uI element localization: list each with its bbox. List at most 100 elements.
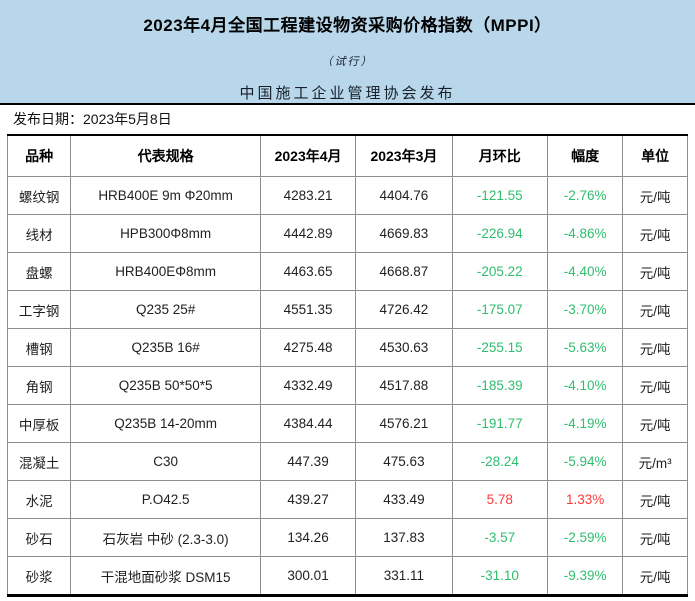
col-unit: 单位: [622, 134, 688, 177]
cell-unit: 元/吨: [622, 366, 688, 405]
cell-change-pct: -4.19%: [546, 404, 624, 443]
cell-mom-change: -28.24: [451, 442, 548, 481]
page-title: 2023年4月全国工程建设物资采购价格指数（MPPI）: [143, 16, 552, 35]
cell-mar-value: 475.63: [355, 442, 453, 481]
cell-mar-value: 433.49: [355, 480, 453, 519]
table-row: 线材 HPB300Φ8mm 4442.89 4669.83 -226.94 -4.86% 元…: [6, 214, 688, 253]
table-row: 角钢 Q235B 50*50*5 4332.49 4517.88 -185.39 -4.1…: [6, 366, 688, 405]
table-row: 砂浆 干混地面砂浆 DSM15 300.01 331.11 -31.10 -9.39% 元/…: [6, 556, 688, 596]
cell-variety: 线材: [6, 214, 72, 253]
cell-mar-value: 4576.21: [355, 404, 453, 443]
cell-change-pct: -3.70%: [546, 290, 624, 329]
cell-variety: 中厚板: [6, 404, 72, 443]
cell-unit: 元/吨: [622, 214, 688, 253]
col-apr-2023: 2023年4月: [259, 134, 357, 177]
cell-mom-change: 5.78: [451, 480, 548, 519]
cell-mom-change: -3.57: [451, 518, 548, 557]
cell-variety: 角钢: [6, 366, 72, 405]
cell-spec: Q235B 14-20mm: [70, 404, 261, 443]
cell-variety: 砂浆: [6, 556, 72, 596]
cell-variety: 水泥: [6, 480, 72, 519]
cell-variety: 砂石: [6, 518, 72, 557]
cell-spec: Q235B 50*50*5: [70, 366, 261, 405]
cell-change-pct: -4.40%: [546, 252, 624, 291]
cell-apr-value: 134.26: [259, 518, 357, 557]
price-index-table: 品种 代表规格 2023年4月 2023年3月 月环比 幅度 单位 螺纹钢 HRB400E 9…: [6, 134, 688, 597]
cell-apr-value: 439.27: [259, 480, 357, 519]
col-mar-2023: 2023年3月: [355, 134, 453, 177]
col-change-pct: 幅度: [546, 134, 624, 177]
cell-apr-value: 4384.44: [259, 404, 357, 443]
table-row: 水泥 P.O42.5 439.27 433.49 5.78 1.33% 元/吨: [6, 480, 688, 519]
cell-unit: 元/吨: [622, 176, 688, 215]
cell-mom-change: -31.10: [451, 556, 548, 596]
cell-unit: 元/吨: [622, 404, 688, 443]
cell-mom-change: -255.15: [451, 328, 548, 367]
cell-apr-value: 447.39: [259, 442, 357, 481]
cell-mar-value: 4668.87: [355, 252, 453, 291]
cell-unit: 元/吨: [622, 290, 688, 329]
cell-change-pct: -4.86%: [546, 214, 624, 253]
cell-change-pct: -2.76%: [546, 176, 624, 215]
cell-change-pct: -5.94%: [546, 442, 624, 481]
cell-spec: Q235 25#: [70, 290, 261, 329]
cell-spec: HPB300Φ8mm: [70, 214, 261, 253]
cell-mar-value: 4669.83: [355, 214, 453, 253]
col-spec: 代表规格: [70, 134, 261, 177]
cell-apr-value: 300.01: [259, 556, 357, 596]
cell-change-pct: 1.33%: [546, 480, 624, 519]
title-banner: 2023年4月全国工程建设物资采购价格指数（MPPI） （试行） 中国施工企业管…: [0, 0, 695, 103]
cell-spec: 干混地面砂浆 DSM15: [70, 556, 261, 596]
release-date-label: 发布日期：2023年5月8日: [13, 111, 172, 127]
trial-note: （试行）: [321, 56, 374, 68]
cell-unit: 元/吨: [622, 252, 688, 291]
cell-mom-change: -205.22: [451, 252, 548, 291]
col-mom-change: 月环比: [451, 134, 548, 177]
col-variety: 品种: [6, 134, 72, 177]
cell-change-pct: -5.63%: [546, 328, 624, 367]
cell-variety: 工字钢: [6, 290, 72, 329]
cell-spec: HRB400EΦ8mm: [70, 252, 261, 291]
cell-mom-change: -175.07: [451, 290, 548, 329]
price-index-table-wrapper: 品种 代表规格 2023年4月 2023年3月 月环比 幅度 单位 螺纹钢 HRB400E 9…: [6, 134, 688, 597]
cell-change-pct: -4.10%: [546, 366, 624, 405]
cell-apr-value: 4551.35: [259, 290, 357, 329]
cell-mar-value: 4726.42: [355, 290, 453, 329]
cell-apr-value: 4442.89: [259, 214, 357, 253]
cell-unit: 元/吨: [622, 518, 688, 557]
cell-spec: P.O42.5: [70, 480, 261, 519]
cell-mom-change: -185.39: [451, 366, 548, 405]
cell-variety: 螺纹钢: [6, 176, 72, 215]
cell-mar-value: 4404.76: [355, 176, 453, 215]
cell-mar-value: 137.83: [355, 518, 453, 557]
release-date-line: 发布日期：2023年5月8日: [0, 103, 695, 134]
cell-variety: 混凝土: [6, 442, 72, 481]
cell-unit: 元/吨: [622, 328, 688, 367]
publisher-line: 中国施工企业管理协会发布: [239, 86, 456, 102]
cell-mom-change: -226.94: [451, 214, 548, 253]
table-row: 中厚板 Q235B 14-20mm 4384.44 4576.21 -191.77 -4.…: [6, 404, 688, 443]
table-row: 盘螺 HRB400EΦ8mm 4463.65 4668.87 -205.22 -4.40%…: [6, 252, 688, 291]
cell-variety: 盘螺: [6, 252, 72, 291]
cell-spec: 石灰岩 中砂 (2.3-3.0): [70, 518, 261, 557]
table-row: 砂石 石灰岩 中砂 (2.3-3.0) 134.26 137.83 -3.57 -2.59…: [6, 518, 688, 557]
cell-spec: C30: [70, 442, 261, 481]
cell-spec: HRB400E 9m Φ20mm: [70, 176, 261, 215]
table-row: 槽钢 Q235B 16# 4275.48 4530.63 -255.15 -5.63% 元/…: [6, 328, 688, 367]
table-row: 螺纹钢 HRB400E 9m Φ20mm 4283.21 4404.76 -121.55…: [6, 176, 688, 215]
cell-apr-value: 4332.49: [259, 366, 357, 405]
cell-mom-change: -121.55: [451, 176, 548, 215]
cell-variety: 槽钢: [6, 328, 72, 367]
cell-apr-value: 4463.65: [259, 252, 357, 291]
cell-mar-value: 331.11: [355, 556, 453, 596]
cell-unit: 元/吨: [622, 480, 688, 519]
table-header-row: 品种 代表规格 2023年4月 2023年3月 月环比 幅度 单位: [6, 134, 688, 177]
table-row: 混凝土 C30 447.39 475.63 -28.24 -5.94% 元/m³: [6, 442, 688, 481]
cell-spec: Q235B 16#: [70, 328, 261, 367]
cell-mar-value: 4530.63: [355, 328, 453, 367]
table-row: 工字钢 Q235 25# 4551.35 4726.42 -175.07 -3.70% 元/…: [6, 290, 688, 329]
cell-unit: 元/m³: [622, 442, 688, 481]
cell-change-pct: -2.59%: [546, 518, 624, 557]
cell-mar-value: 4517.88: [355, 366, 453, 405]
